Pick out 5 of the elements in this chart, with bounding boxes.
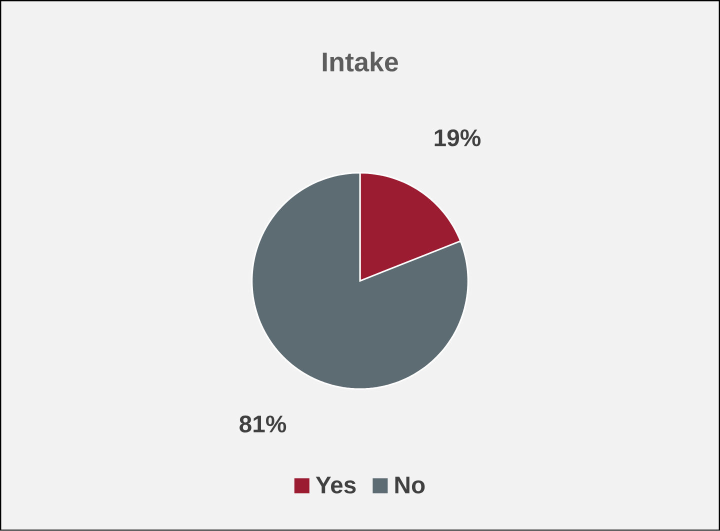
data-label: 81%: [240, 416, 286, 433]
legend-label: Yes: [316, 476, 356, 494]
legend-label: No: [395, 476, 425, 494]
data-label: 19%: [434, 129, 481, 146]
chart-title: Intake: [322, 52, 398, 72]
